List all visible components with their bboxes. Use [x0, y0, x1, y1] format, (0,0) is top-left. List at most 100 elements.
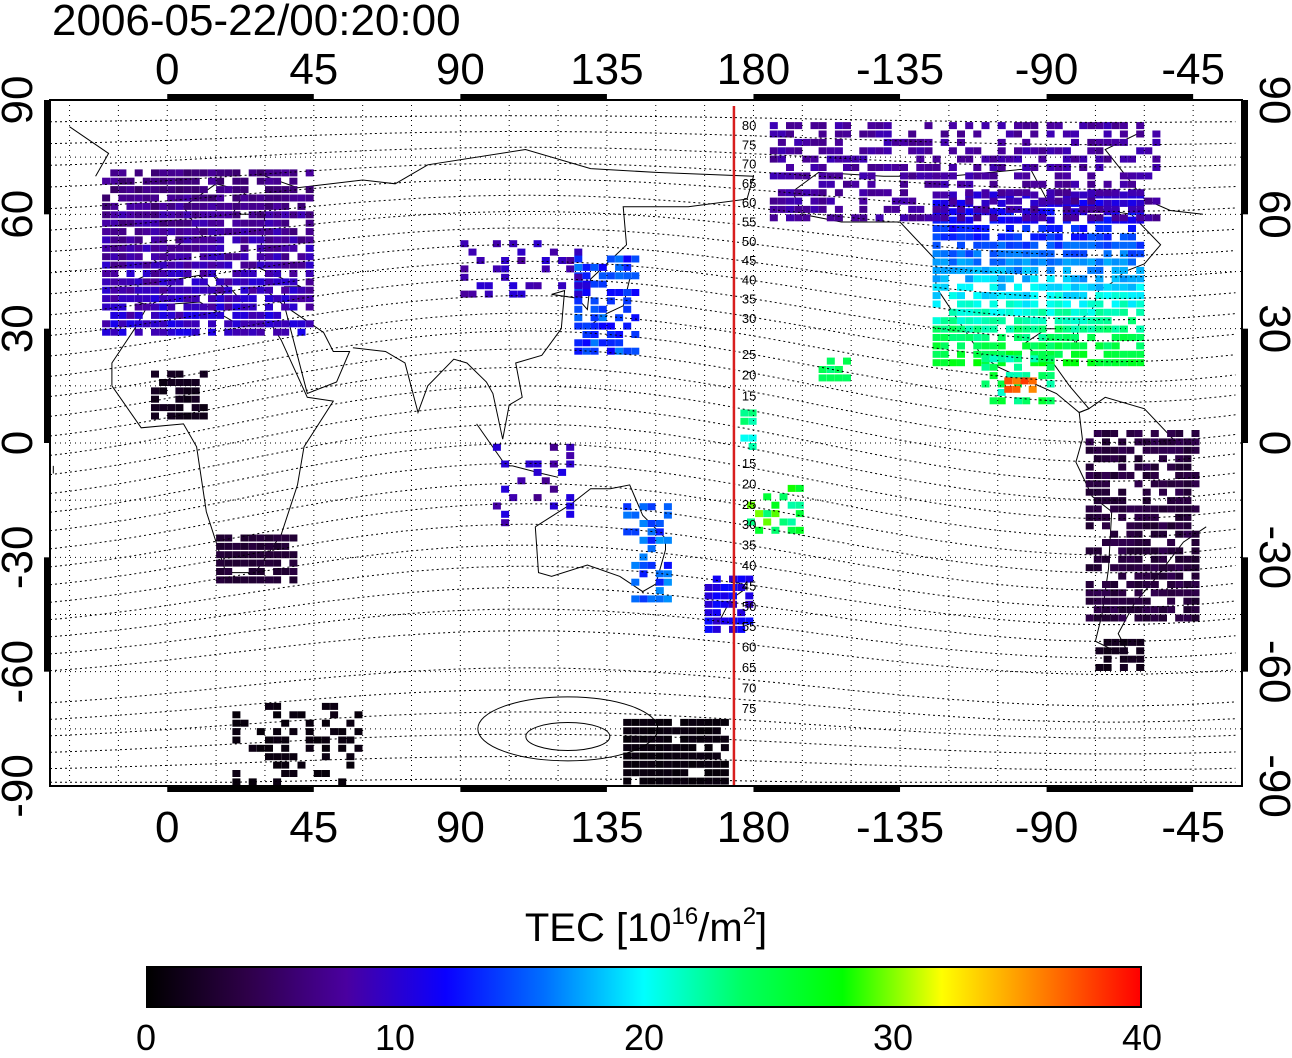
tec-cell	[1087, 138, 1096, 146]
tec-cell	[1005, 350, 1014, 358]
tec-cell	[981, 355, 990, 363]
tec-cell	[1046, 380, 1055, 388]
tec-cell	[932, 250, 941, 258]
tec-cell	[688, 744, 697, 752]
tec-cell	[631, 718, 640, 726]
tec-cell	[867, 189, 876, 197]
tec-cell	[1095, 266, 1104, 274]
tec-cell	[1054, 197, 1063, 205]
tec-cell	[1005, 155, 1014, 163]
tec-cell	[647, 744, 656, 752]
tec-cell	[232, 211, 241, 219]
tec-cell	[900, 197, 908, 205]
tec-cell	[740, 409, 749, 417]
tec-cell	[590, 297, 599, 305]
tec-cell	[297, 286, 306, 294]
tec-cell	[1118, 564, 1127, 572]
tec-cell	[924, 172, 933, 180]
tec-cell	[240, 244, 249, 252]
tec-cell	[1103, 233, 1112, 241]
tec-cell	[777, 189, 786, 197]
tec-cell	[891, 205, 900, 213]
tec-cell	[704, 718, 713, 726]
tec-cell	[981, 205, 990, 213]
tec-cell	[346, 719, 355, 727]
tec-cell	[1167, 446, 1176, 454]
tec-cell	[924, 138, 933, 146]
tec-cell	[924, 214, 933, 222]
tec-cell	[1046, 122, 1055, 130]
tec-cell	[663, 760, 672, 768]
tec-cell	[175, 186, 184, 194]
tec-cell	[834, 366, 843, 373]
tec-cell	[1142, 581, 1151, 588]
tec-cell	[273, 202, 282, 210]
tec-cell	[1144, 172, 1153, 180]
tec-cell	[566, 502, 575, 510]
tec-cell	[1152, 130, 1161, 138]
tec-cell	[1030, 308, 1039, 316]
tec-cell	[1022, 214, 1031, 222]
tec-cell	[1119, 334, 1128, 341]
tec-cell	[175, 328, 184, 336]
tec-cell	[1142, 522, 1151, 530]
mlat-label-north: 30	[742, 311, 756, 326]
tec-cell	[843, 130, 851, 138]
tec-cell	[183, 211, 192, 219]
tec-cell	[1022, 208, 1031, 216]
tec-cell	[1022, 308, 1031, 316]
tec-cell	[631, 578, 640, 586]
tec-cell	[1005, 189, 1014, 197]
tec-cell	[924, 147, 933, 155]
tec-cell	[289, 286, 298, 294]
tec-cell	[1103, 647, 1112, 655]
tec-cell	[981, 363, 990, 371]
tec-cell	[1038, 397, 1047, 405]
tec-cell	[810, 155, 819, 163]
tec-cell	[216, 228, 225, 236]
tec-cell	[720, 584, 729, 591]
tec-cell	[1136, 638, 1145, 646]
tec-cell	[273, 728, 282, 736]
tec-cell	[1118, 539, 1127, 546]
tec-cell	[1046, 334, 1055, 341]
mlat-contour	[50, 503, 1236, 574]
tec-cell	[1119, 283, 1128, 291]
tec-cell	[639, 520, 648, 527]
tec-cell	[1085, 480, 1094, 488]
tec-cell	[1167, 606, 1176, 614]
tec-cell	[232, 295, 241, 303]
tec-cell	[151, 295, 159, 303]
tec-cell	[1103, 292, 1112, 300]
tec-cell	[273, 270, 282, 277]
tec-cell	[1014, 233, 1022, 241]
tec-cell	[1126, 539, 1135, 546]
tec-cell	[240, 559, 249, 567]
tec-cell	[1128, 300, 1136, 308]
tec-cell	[256, 328, 265, 336]
tec-cell	[224, 559, 233, 567]
tec-cell	[1167, 430, 1176, 437]
tec-cell	[224, 534, 233, 542]
bottom-lon-label: -90	[1015, 803, 1079, 852]
tec-cell	[110, 228, 119, 236]
tec-cell	[175, 244, 184, 252]
tec-cell	[159, 177, 168, 185]
tec-cell	[265, 702, 273, 710]
tec-cell	[183, 202, 192, 210]
mlat-label-north: 15	[742, 388, 756, 403]
tec-cell	[818, 164, 827, 171]
tec-cell	[240, 303, 249, 311]
tec-cell	[110, 177, 119, 185]
tec-cell	[1128, 258, 1136, 266]
tec-cell	[1118, 446, 1127, 454]
tec-cell	[142, 219, 151, 227]
tec-cell	[623, 263, 632, 271]
tec-cell	[208, 177, 216, 185]
tec-cell	[134, 186, 143, 194]
tec-cell	[1142, 547, 1151, 555]
tec-cell	[1152, 214, 1161, 222]
tec-cell	[663, 536, 672, 544]
tec-cell	[1030, 355, 1039, 363]
tec-cell	[647, 718, 656, 726]
